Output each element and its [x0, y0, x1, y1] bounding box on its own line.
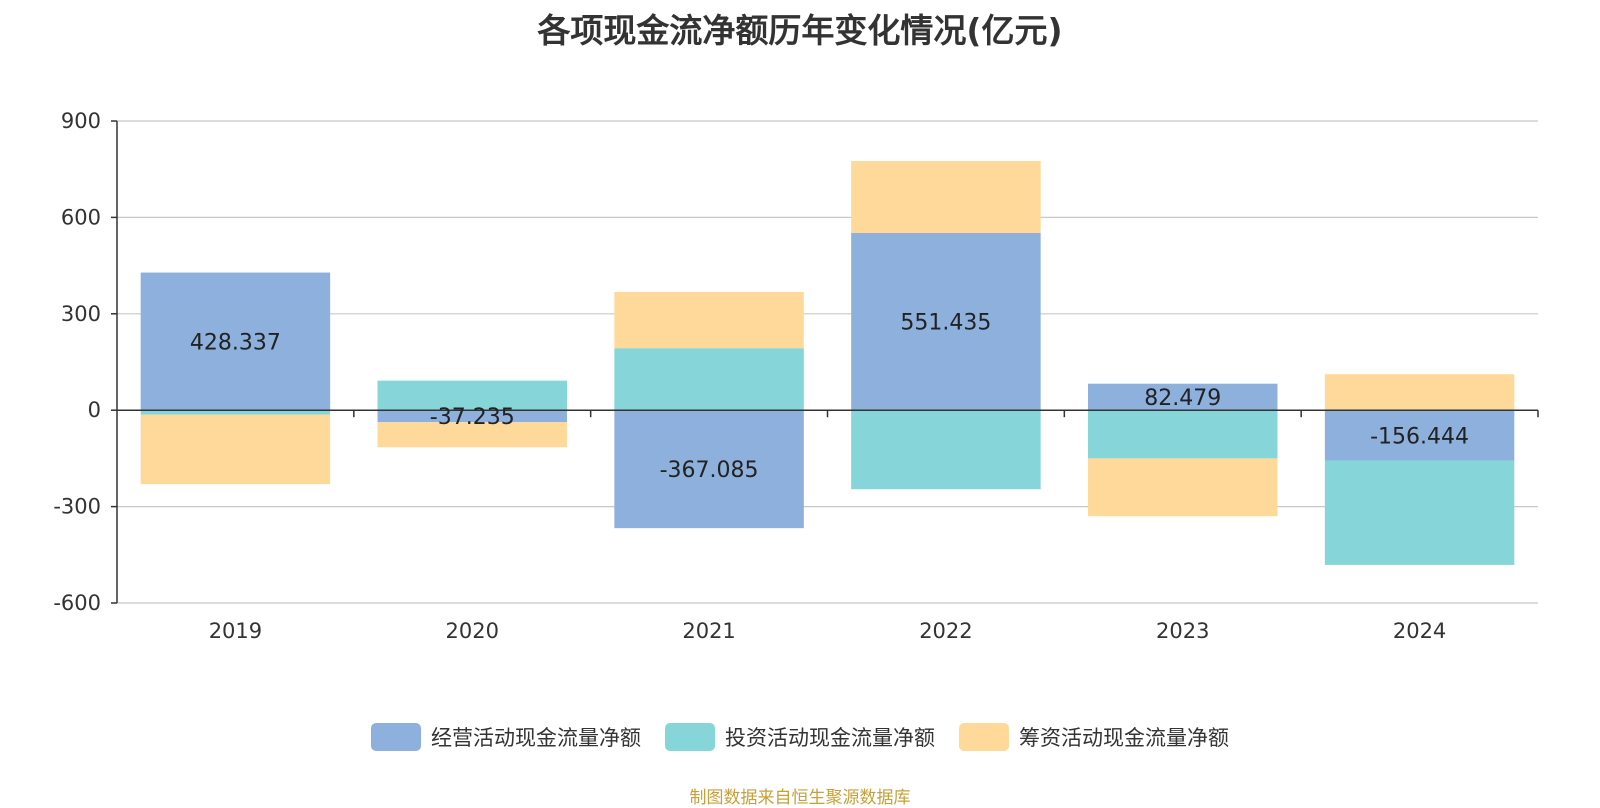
legend-label-financing: 筹资活动现金流量净额: [1019, 726, 1229, 750]
data-label-2024: -156.444: [1370, 424, 1469, 449]
source-note: 制图数据来自恒生聚源数据库: [689, 788, 911, 808]
y-tick-label: -600: [53, 591, 101, 615]
bar-operating-2021: [614, 410, 804, 529]
x-tick-label-2023: 2023: [1156, 619, 1209, 643]
bar-investing-2021: [614, 348, 804, 411]
x-tick-label-2024: 2024: [1393, 619, 1446, 643]
y-tick-label: 0: [88, 398, 101, 422]
bar-operating-2019: [140, 272, 331, 411]
y-tick-label: 600: [61, 205, 101, 229]
bar-financing-2024: [1324, 374, 1515, 411]
bar-investing-2024: [1324, 460, 1515, 565]
data-label-2022: 551.435: [900, 311, 991, 336]
legend-item-operating[interactable]: 经营活动现金流量净额: [371, 722, 641, 752]
x-tick-label-2019: 2019: [209, 619, 262, 643]
legend-swatch-investing: [665, 723, 715, 751]
bar-financing-2022: [851, 161, 1041, 234]
y-tick-label: 900: [61, 109, 101, 133]
data-label-2023: 82.479: [1144, 386, 1221, 411]
bar-operating-2024: [1324, 410, 1515, 461]
bar-financing-2019: [140, 414, 331, 485]
bar-operating-2020: [377, 410, 567, 423]
x-tick-label-2022: 2022: [919, 619, 972, 643]
bar-financing-2023: [1088, 458, 1278, 517]
data-label-2020: -37.235: [430, 405, 515, 430]
axes: -600 -300 0 300 600 900 2019 2020 2021 2022 2023 20…: [53, 109, 1539, 643]
legend-item-investing[interactable]: 投资活动现金流量净额: [665, 722, 935, 752]
legend-label-operating: 经营活动现金流量净额: [431, 726, 641, 750]
x-tick-label-2020: 2020: [446, 619, 499, 643]
bar-financing-2021: [614, 291, 804, 349]
y-tick-label: 300: [61, 302, 101, 326]
chart-title: 各项现金流净额历年变化情况(亿元): [537, 11, 1063, 50]
legend-swatch-financing: [959, 723, 1009, 751]
bars: [140, 161, 1515, 565]
bar-investing-2020: [377, 380, 567, 411]
y-tick-label: -300: [53, 495, 101, 519]
bar-investing-2023: [1088, 410, 1278, 459]
legend-label-investing: 投资活动现金流量净额: [725, 726, 935, 750]
bar-investing-2019: [140, 410, 331, 415]
bar-operating-2023: [1088, 383, 1278, 411]
data-label-2019: 428.337: [190, 330, 281, 355]
x-tick-label-2021: 2021: [682, 619, 735, 643]
legend: 经营活动现金流量净额 投资活动现金流量净额 筹资活动现金流量净额: [0, 722, 1600, 752]
bar-financing-2020: [377, 422, 567, 448]
bar-operating-2022: [851, 233, 1041, 411]
data-label-2021: -367.085: [660, 458, 759, 483]
bar-investing-2022: [851, 410, 1041, 490]
legend-swatch-operating: [371, 723, 421, 751]
data-labels: 428.337 -37.235 -367.085 551.435 82.479 -156.…: [190, 311, 1469, 484]
legend-item-financing[interactable]: 筹资活动现金流量净额: [959, 722, 1229, 752]
